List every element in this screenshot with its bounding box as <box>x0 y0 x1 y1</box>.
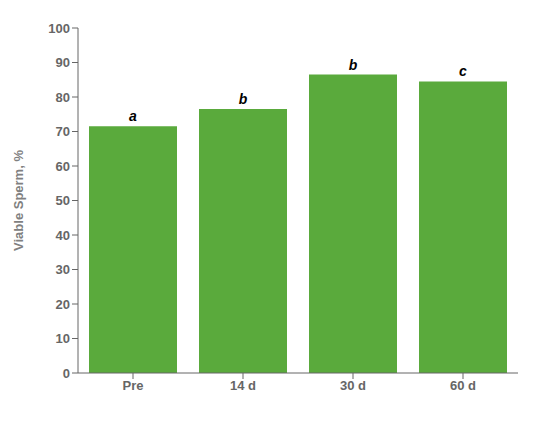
svg-text:0: 0 <box>63 366 70 381</box>
svg-text:100: 100 <box>48 21 70 36</box>
svg-text:a: a <box>129 108 137 124</box>
svg-text:60 d: 60 d <box>450 378 476 393</box>
svg-text:60: 60 <box>56 159 70 174</box>
svg-text:c: c <box>459 63 467 79</box>
svg-text:Viable Sperm, %: Viable Sperm, % <box>11 150 26 251</box>
svg-text:40: 40 <box>56 228 70 243</box>
svg-text:50: 50 <box>56 193 70 208</box>
svg-text:b: b <box>349 57 358 73</box>
svg-text:20: 20 <box>56 297 70 312</box>
svg-text:Pre: Pre <box>123 378 144 393</box>
svg-text:30 d: 30 d <box>340 378 366 393</box>
svg-text:10: 10 <box>56 331 70 346</box>
svg-text:90: 90 <box>56 55 70 70</box>
svg-text:b: b <box>239 91 248 107</box>
svg-text:14 d: 14 d <box>230 378 256 393</box>
svg-text:70: 70 <box>56 124 70 139</box>
svg-text:80: 80 <box>56 90 70 105</box>
svg-text:30: 30 <box>56 262 70 277</box>
